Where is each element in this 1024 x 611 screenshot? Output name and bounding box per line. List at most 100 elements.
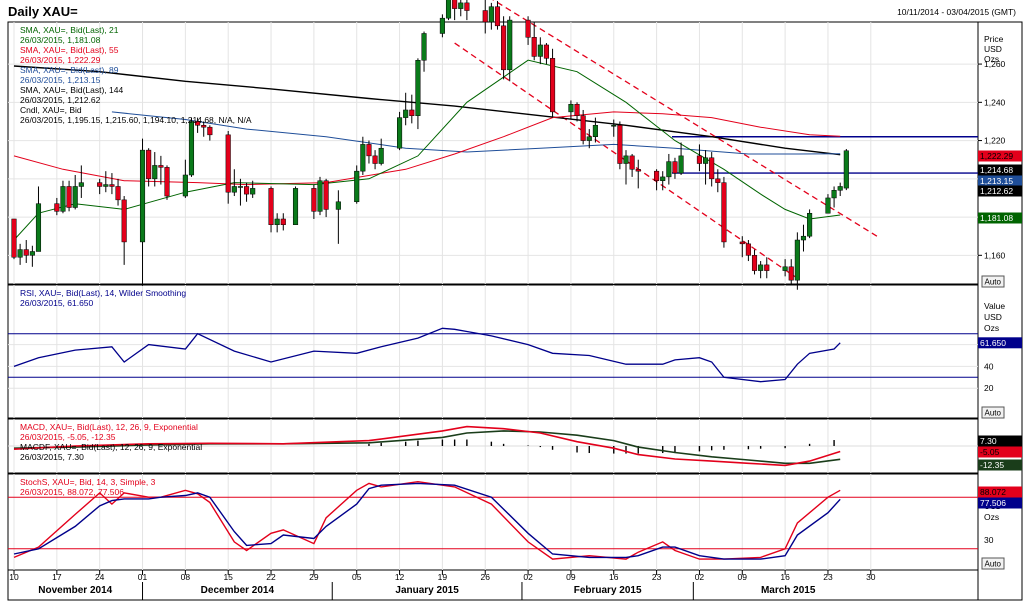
candle-body xyxy=(745,243,751,256)
macd-plot xyxy=(8,425,978,467)
macd-value-tag-bg xyxy=(978,446,1022,458)
candle-body xyxy=(195,121,201,126)
candle-body xyxy=(751,255,758,271)
candle-body xyxy=(494,6,501,27)
price-plot xyxy=(11,0,978,290)
price-value-tag-text: 1,181.08 xyxy=(980,213,1013,223)
legend-value: 26/03/2015, 1,181.08 xyxy=(20,35,101,45)
candle-body xyxy=(611,125,617,127)
candle-body xyxy=(421,33,427,61)
x-tick-label: 30 xyxy=(866,572,876,582)
legend-value: 26/03/2015, 1,222.29 xyxy=(20,55,101,65)
rsi-unit-label: USD xyxy=(984,312,1002,322)
price-value-tag-text: 1,212.62 xyxy=(980,186,1013,196)
svg-text:Auto: Auto xyxy=(985,560,1002,569)
stoch-value-tag-text: 88.072 xyxy=(980,487,1006,497)
candle-body xyxy=(837,186,843,191)
candle-body xyxy=(831,190,837,199)
candle-body xyxy=(709,157,715,180)
candle-body xyxy=(207,126,213,136)
macd-line xyxy=(13,425,841,467)
legend-value: 26/03/2015, 1,212.62 xyxy=(20,95,101,105)
stoch-auto-button[interactable]: Auto xyxy=(981,557,1005,570)
macd-value-tag-bg xyxy=(978,459,1022,471)
candle-body xyxy=(317,180,323,212)
candle-body xyxy=(72,186,78,208)
candle-body xyxy=(635,169,641,172)
price-value-tag-text: 1,222.29 xyxy=(980,151,1013,161)
candle-body xyxy=(807,212,813,237)
candle-body xyxy=(11,218,17,258)
candle-body xyxy=(788,266,794,281)
date-range: 10/11/2014 - 03/04/2015 (GMT) xyxy=(897,7,1016,17)
legend-value: 26/03/2015, 7.30 xyxy=(20,452,84,462)
candle-body xyxy=(445,0,452,19)
x-tick-label: 17 xyxy=(52,572,62,582)
candle-body xyxy=(366,144,372,157)
x-tick-label: 23 xyxy=(652,572,662,582)
x-tick-label: 26 xyxy=(481,572,491,582)
legend-name: SMA, XAU=, Bid(Last), 55 xyxy=(20,45,119,55)
candle-body xyxy=(103,184,109,187)
candle-body xyxy=(543,44,549,59)
price-auto-button[interactable]: Auto xyxy=(981,275,1005,288)
chart-title: Daily XAU= xyxy=(8,4,78,19)
candle-body xyxy=(825,197,831,214)
x-tick-label: 08 xyxy=(181,572,191,582)
x-tick-label: 09 xyxy=(738,572,748,582)
x-tick-label: 10 xyxy=(9,572,19,582)
value-tags: 1,222.29 1,214.681,213.151,212.62 1,181.08… xyxy=(978,150,1022,509)
candle-body xyxy=(507,19,513,71)
price-unit-label: USD xyxy=(984,44,1002,54)
price-value-tag-bg xyxy=(978,212,1022,224)
channel-line xyxy=(492,0,878,237)
candle-body xyxy=(660,176,666,181)
x-tick-label: 24 xyxy=(95,572,105,582)
stoch-value-tag-text: 77.506 xyxy=(980,498,1006,508)
rsi-plot xyxy=(8,327,978,383)
candle-body xyxy=(696,155,702,164)
candle-body xyxy=(464,2,470,11)
candle-body xyxy=(372,155,378,164)
candle-body xyxy=(311,188,317,212)
candle-body xyxy=(488,6,494,23)
macd-value-tag-text: -5.05 xyxy=(980,447,1000,457)
price-unit-label: Price xyxy=(984,34,1004,44)
legend-name: SMA, XAU=, Bid(Last), 21 xyxy=(20,25,119,35)
candle-body xyxy=(501,25,507,71)
legend-value: 26/03/2015, 61.650 xyxy=(20,298,94,308)
svg-text:Auto: Auto xyxy=(985,409,1002,418)
candle-body xyxy=(54,203,60,212)
candle-body xyxy=(586,136,592,141)
x-tick-label: 05 xyxy=(352,572,362,582)
price-value-tag-text: 1,213.15 xyxy=(980,176,1013,186)
legend-name: RSI, XAU=, Bid(Last), 14, Wilder Smoothi… xyxy=(20,288,186,298)
candle-body xyxy=(109,184,115,187)
candle-body xyxy=(360,144,366,172)
price-value-tag-bg xyxy=(978,185,1022,197)
candle-body xyxy=(458,2,464,9)
x-month-label: January 2015 xyxy=(395,585,459,596)
x-tick-label: 02 xyxy=(523,572,533,582)
rsi-auto-button[interactable]: Auto xyxy=(981,406,1005,419)
candle-body xyxy=(397,117,403,149)
rsi-line xyxy=(13,327,841,383)
macd-value-tag-text: -12.35 xyxy=(980,460,1004,470)
candle-body xyxy=(201,125,207,128)
x-tick-label: 23 xyxy=(823,572,833,582)
candle-body xyxy=(152,165,158,180)
candle-body xyxy=(164,167,170,197)
x-tick-label: 22 xyxy=(266,572,276,582)
candle-body xyxy=(452,0,458,9)
candle-body xyxy=(335,201,341,210)
rsi-panel xyxy=(7,284,979,419)
rsi-tick-label: 20 xyxy=(984,383,994,393)
candle-body xyxy=(758,264,764,271)
x-tick-label: 12 xyxy=(395,572,405,582)
stoch-value-tag-bg xyxy=(978,486,1022,498)
macd-value-tag-bg xyxy=(978,435,1022,447)
price-value-tag-text: 1,214.68 xyxy=(980,165,1013,175)
candle-body xyxy=(66,186,72,208)
macd-value-tag-text: 7.30 xyxy=(980,436,997,446)
